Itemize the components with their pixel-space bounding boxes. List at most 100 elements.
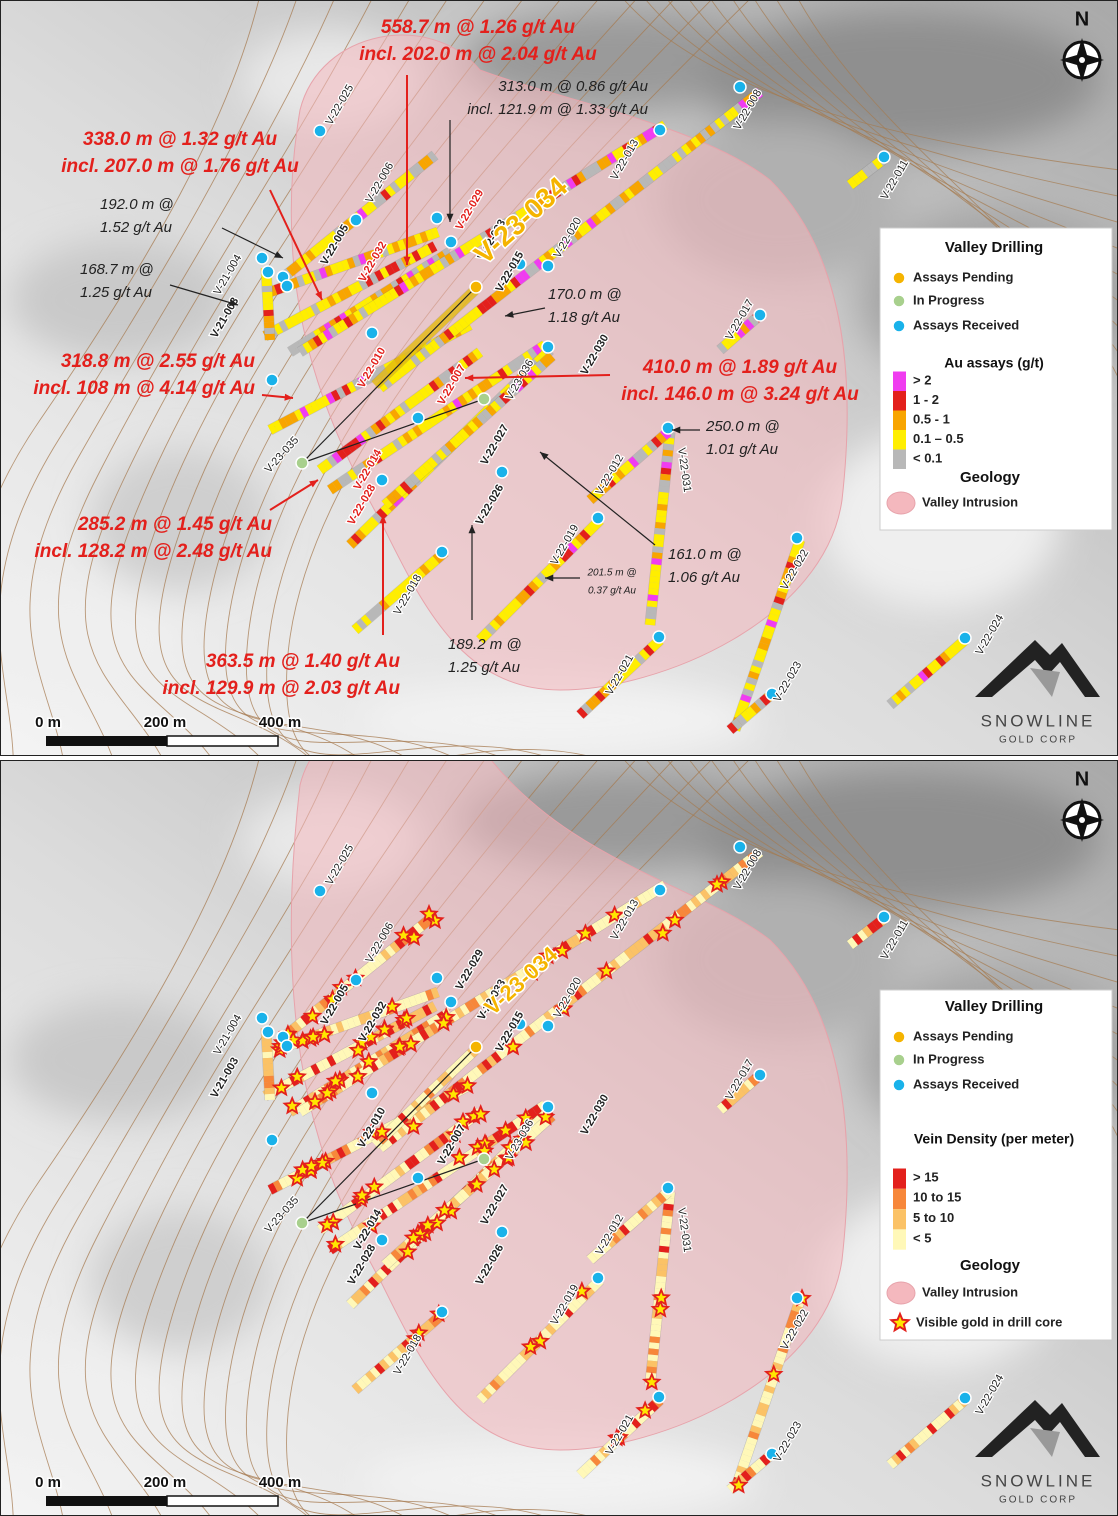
- trace-segment: [661, 918, 673, 930]
- drill-collar: [877, 910, 891, 924]
- legend-box: [879, 227, 1113, 531]
- trace-segment: [425, 989, 435, 1001]
- trace-segment: [571, 934, 582, 946]
- gold-star: [282, 1095, 303, 1115]
- trace-segment: [327, 325, 339, 338]
- trace-segment: [357, 375, 368, 388]
- drill-collar: [261, 1025, 275, 1039]
- trace-segment: [363, 1280, 375, 1292]
- trace-segment: [375, 289, 386, 302]
- legend-label: Valley Intrusion: [922, 1284, 1018, 1299]
- trace-segment: [447, 1161, 458, 1174]
- legend-label: In Progress: [913, 1051, 985, 1066]
- trace-segment: [300, 1013, 312, 1025]
- arrow-head: [540, 452, 549, 460]
- legend: Valley Drilling Assays Pending In Progress…: [879, 227, 1113, 531]
- drill-collar: [495, 1225, 509, 1239]
- trace-segment: [737, 99, 749, 111]
- trace-segment: [417, 918, 429, 931]
- arrow-head: [274, 251, 283, 258]
- trace-segment: [377, 448, 388, 461]
- trace-segment: [535, 196, 546, 209]
- trace-segment: [479, 231, 491, 243]
- trace-segment: [414, 350, 426, 363]
- trace-segment: [416, 263, 427, 276]
- trace-segment: [464, 240, 476, 253]
- legend-swatch: [893, 1168, 906, 1189]
- trace-segment: [396, 1343, 408, 1355]
- trace-segment: [351, 1382, 363, 1394]
- trace-segment: [533, 258, 545, 270]
- trace-segment: [510, 1357, 523, 1370]
- trace-segment: [414, 567, 426, 580]
- logo-accent: [1030, 1428, 1060, 1457]
- trace-segment: [295, 1017, 307, 1029]
- trace-segment: [740, 1453, 752, 1463]
- trace-segment: [375, 1049, 386, 1062]
- trace-segment: [326, 295, 337, 307]
- legend-label: In Progress: [913, 292, 985, 307]
- trace-segment: [347, 468, 358, 481]
- trace-segment: [777, 1344, 789, 1354]
- trace-segment: [337, 289, 348, 302]
- gold-star: [650, 1298, 671, 1318]
- trace-segment: [297, 338, 309, 350]
- trace-segment: [553, 555, 565, 567]
- trace-segment: [369, 606, 381, 619]
- trace-segment: [428, 1140, 440, 1152]
- trace-segment: [585, 217, 597, 230]
- trace-segment: [646, 1200, 658, 1212]
- trace-segment: [650, 1196, 663, 1208]
- trace-segment: [467, 388, 478, 400]
- trace-segment: [851, 173, 864, 186]
- trace-segment: [423, 1143, 435, 1156]
- trace-segment: [305, 249, 317, 262]
- trace-segment: [299, 406, 310, 418]
- trace-segment: [294, 311, 305, 324]
- legend-dot: [892, 294, 906, 308]
- trace-segment: [725, 334, 737, 346]
- assay-callout: incl. 202.0 m @ 2.04 g/t Au: [359, 44, 597, 65]
- trace-segment: [407, 428, 418, 441]
- trace-segment: [287, 344, 298, 357]
- trace-segment: [426, 257, 438, 270]
- gold-star: [449, 1147, 470, 1167]
- trace-segment: [290, 1020, 302, 1033]
- trace-segment: [655, 432, 667, 444]
- trace-segment: [380, 1264, 392, 1276]
- gold-star: [707, 874, 727, 893]
- trace-segment: [494, 396, 506, 409]
- trace-segment: [337, 475, 348, 488]
- trace-segment: [614, 1228, 626, 1240]
- scale-bar-black: [46, 1496, 167, 1506]
- trace-segment: [381, 1136, 393, 1149]
- callout-arrow: [269, 479, 319, 511]
- trace-segment: [750, 1462, 762, 1474]
- trace-segment: [598, 686, 611, 698]
- trace-segment: [533, 1018, 545, 1030]
- legend-swatch: [893, 1229, 906, 1250]
- trace-segment: [659, 479, 670, 487]
- trace-segment: [430, 227, 440, 239]
- legend-title: Valley Drilling: [945, 998, 1043, 1015]
- trace-segment: [754, 698, 766, 710]
- trace-segment: [761, 630, 774, 640]
- gold-star: [364, 1176, 385, 1196]
- scale-bar-white: [166, 1495, 279, 1507]
- trace-segment: [753, 1413, 766, 1423]
- trace-segment: [646, 600, 658, 608]
- trace-segment: [485, 404, 497, 417]
- gold-star: [303, 1026, 323, 1046]
- trace-segment: [352, 1015, 362, 1027]
- trace-segment: [781, 1332, 793, 1342]
- trace-segment: [497, 1370, 510, 1383]
- gold-star: [470, 1104, 491, 1123]
- trace-segment: [372, 452, 383, 464]
- leader-line: [301, 398, 485, 464]
- trace-segment: [728, 866, 740, 879]
- trace-segment: [377, 1208, 388, 1221]
- assay-callout: 285.2 m @ 1.45 g/t Au: [77, 514, 273, 535]
- trace-segment: [283, 1077, 294, 1090]
- trace-segment: [538, 254, 550, 267]
- gold-star: [503, 1036, 523, 1056]
